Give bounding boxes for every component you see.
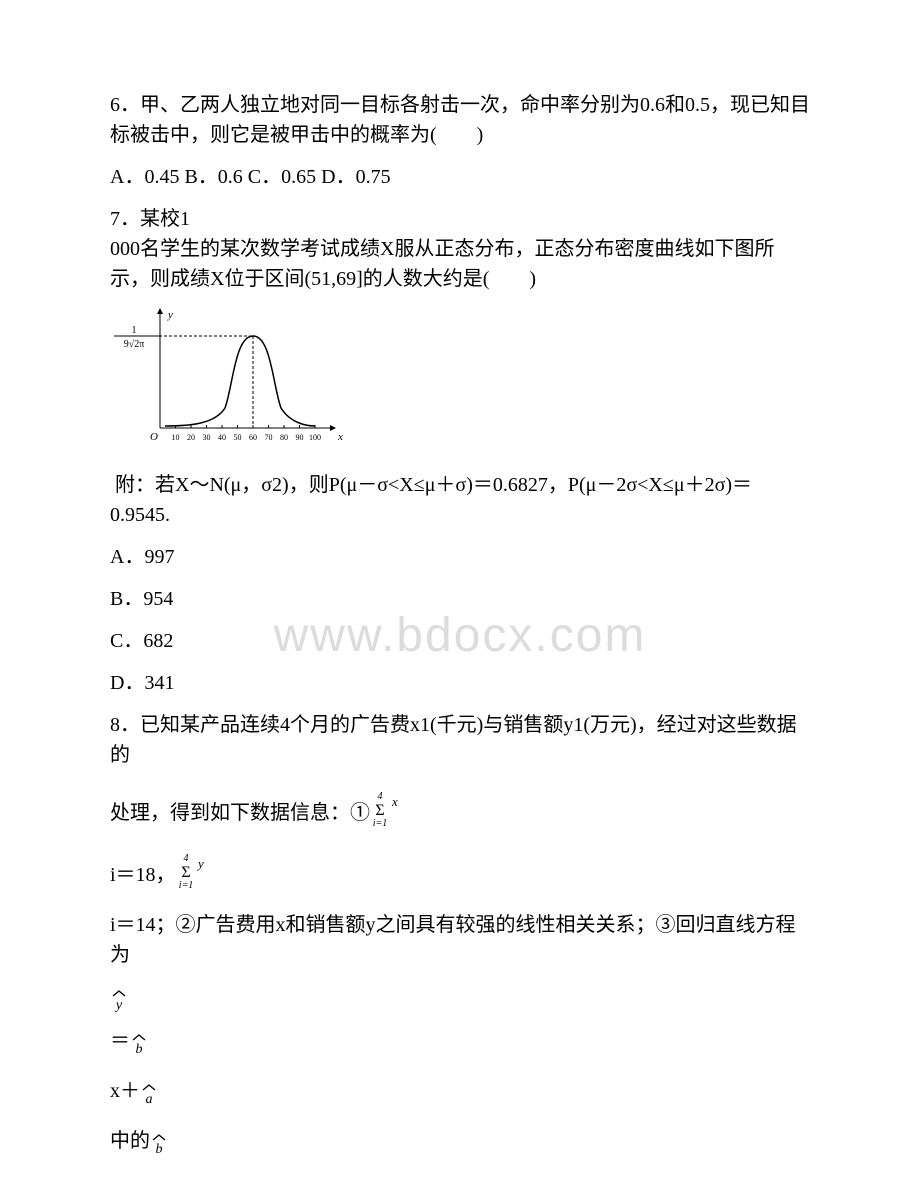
document-content: 6．甲、乙两人独立地对同一目标各射击一次，命中率分别为0.6和0.5，现已知目标…: [110, 90, 810, 1156]
sum-y-icon: 4Σi=1y: [176, 852, 206, 890]
svg-text:y: y: [114, 998, 123, 1012]
xplus-text: x＋: [110, 1076, 140, 1106]
sum-x-icon: 4Σi=1x: [370, 790, 400, 828]
svg-text:40: 40: [218, 433, 226, 442]
q7-option-a: A．997: [110, 542, 810, 572]
zhong-text: 中的: [110, 1126, 150, 1156]
hat-a-icon: a: [140, 1082, 158, 1106]
svg-text:70: 70: [265, 433, 273, 442]
q8-line4: i＝14；②广告费用x和销售额y之间具有较强的线性相关关系；③回归直线方程为: [110, 910, 810, 970]
svg-text:4: 4: [183, 853, 188, 864]
eq-text: ＝: [110, 1026, 130, 1056]
svg-text:50: 50: [234, 433, 242, 442]
svg-text:b: b: [156, 1142, 163, 1156]
svg-text:10: 10: [172, 433, 180, 442]
svg-text:80: 80: [280, 433, 288, 442]
q8-line3-text: i＝18，: [110, 860, 176, 890]
q8-line2-text: 处理，得到如下数据信息：①: [110, 798, 370, 828]
svg-text:90: 90: [296, 433, 304, 442]
svg-text:a: a: [146, 1092, 153, 1106]
q8-zhong-bhat: 中的 b: [110, 1126, 810, 1156]
q6-options: A．0.45 B．0.6 C．0.65 D．0.75: [110, 162, 810, 192]
q7-option-d: D．341: [110, 668, 810, 698]
svg-text:x: x: [391, 794, 398, 809]
q7-option-c: C．682: [110, 626, 810, 656]
q8-line3: i＝18， 4Σi=1y: [110, 852, 810, 890]
svg-text:9√2π: 9√2π: [124, 339, 145, 350]
svg-text:b: b: [136, 1042, 143, 1056]
q7-note-text: 附：若X～N(μ，σ2)，则P(μ－σ<X≤μ＋σ)＝0.6827，P(μ－2σ…: [110, 474, 752, 526]
svg-text:y: y: [196, 856, 204, 871]
svg-text:Σ: Σ: [181, 864, 190, 881]
svg-text:1: 1: [132, 325, 137, 336]
q7-note: 附：若X～N(μ，σ2)，则P(μ－σ<X≤μ＋σ)＝0.6827，P(μ－2σ…: [110, 470, 810, 530]
q8-line1: 8．已知某产品连续4个月的广告费x1(千元)与销售额y1(万元)，经过对这些数据…: [110, 710, 810, 770]
normal-distribution-chart: y 1 9√2π Ox 10 20 30 40 50 60 70 80 90 100: [110, 306, 810, 456]
q8-eq-bhat: ＝ b: [110, 1026, 810, 1056]
svg-text:O: O: [150, 431, 158, 443]
svg-text:100: 100: [309, 433, 321, 442]
svg-text:i=1: i=1: [373, 818, 388, 828]
hat-y-icon: y: [110, 988, 128, 1012]
svg-text:i=1: i=1: [178, 880, 193, 890]
q7-line2: 000名学生的某次数学考试成绩X服从正态分布，正态分布密度曲线如下图所示，则成绩…: [110, 234, 810, 294]
svg-text:y: y: [167, 309, 173, 321]
svg-text:60: 60: [249, 433, 257, 442]
svg-text:20: 20: [187, 433, 195, 442]
q8-xplus-ahat: x＋ a: [110, 1076, 810, 1106]
q8-line2: 处理，得到如下数据信息：① 4Σi=1x: [110, 790, 810, 828]
q8-yhat: y: [110, 982, 810, 1012]
q7-line1: 7．某校1: [110, 204, 810, 234]
svg-text:30: 30: [203, 433, 211, 442]
q6-stem: 6．甲、乙两人独立地对同一目标各射击一次，命中率分别为0.6和0.5，现已知目标…: [110, 90, 810, 150]
svg-text:4: 4: [378, 791, 383, 802]
svg-text:x: x: [337, 431, 343, 443]
q7-option-b: B．954: [110, 584, 810, 614]
hat-b1-icon: b: [130, 1032, 148, 1056]
hat-b2-icon: b: [150, 1132, 168, 1156]
svg-text:Σ: Σ: [375, 802, 384, 819]
